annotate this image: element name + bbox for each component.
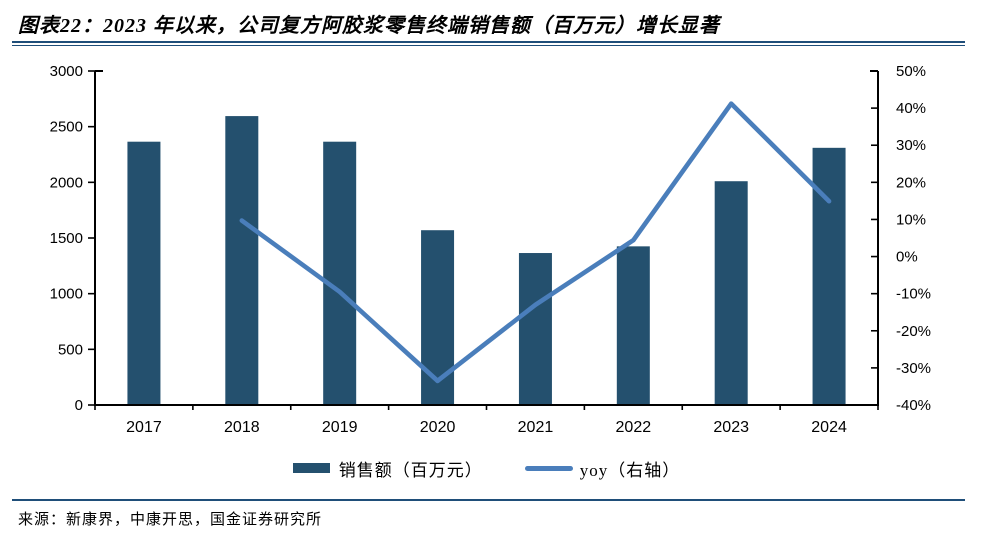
left-axis-label: 1500: [50, 230, 83, 247]
left-axis-label: 500: [58, 341, 83, 358]
yoy-line-swatch: [524, 465, 573, 471]
bar-2017: [127, 141, 161, 406]
x-axis-label: 2021: [518, 419, 554, 436]
x-axis-label: 2017: [126, 419, 162, 436]
x-axis-label: 2023: [713, 419, 749, 436]
yoy-line: [239, 101, 832, 384]
legend-label: yoy（右轴）: [579, 460, 681, 480]
right-axis-label: -20%: [896, 323, 931, 340]
right-axis-label: 0%: [896, 249, 918, 266]
x-axis-label: 2019: [322, 419, 358, 436]
footer-rule: [12, 499, 965, 501]
bar-2019: [323, 141, 357, 406]
legend-item-yoy: yoy（右轴）: [524, 456, 681, 481]
right-axis-label: 50%: [896, 63, 926, 80]
left-axis-label: 3000: [50, 63, 83, 80]
right-axis-label: -30%: [896, 360, 931, 377]
legend-item-sales: 销售额（百万元）: [292, 456, 483, 481]
x-axis-label: 2018: [224, 419, 260, 436]
bar-2021: [518, 253, 552, 405]
title-double-rule: [12, 41, 965, 46]
legend-label: 销售额（百万元）: [338, 460, 483, 480]
right-axis-label: 10%: [896, 211, 926, 228]
source-note: 来源：新康界，中康开思，国金证券研究所: [18, 512, 323, 528]
bar-2022: [616, 246, 650, 405]
right-axis-label: -40%: [896, 397, 931, 414]
bar-2024: [812, 147, 846, 405]
bar-2023: [714, 181, 748, 405]
chart-legend: 销售额（百万元） yoy（右轴）: [95, 452, 878, 484]
figure-title: 图表22：2023 年以来，公司复方阿胶浆零售终端销售额（百万元）增长显著: [18, 15, 720, 37]
left-axis-label: 2500: [50, 119, 83, 136]
x-axis-label: 2022: [616, 419, 652, 436]
right-axis-label: -10%: [896, 286, 931, 303]
left-axis-label: 0: [75, 397, 83, 414]
sales-bar-swatch: [292, 463, 330, 473]
bar-2020: [421, 230, 455, 405]
x-axis-label: 2020: [420, 419, 456, 436]
bar-2018: [225, 116, 259, 405]
right-axis-label: 30%: [896, 137, 926, 154]
right-axis-label: 20%: [896, 174, 926, 191]
x-axis-label: 2024: [811, 419, 847, 436]
left-axis-label: 1000: [50, 286, 83, 303]
left-axis-label: 2000: [50, 174, 83, 191]
right-axis-label: 40%: [896, 100, 926, 117]
